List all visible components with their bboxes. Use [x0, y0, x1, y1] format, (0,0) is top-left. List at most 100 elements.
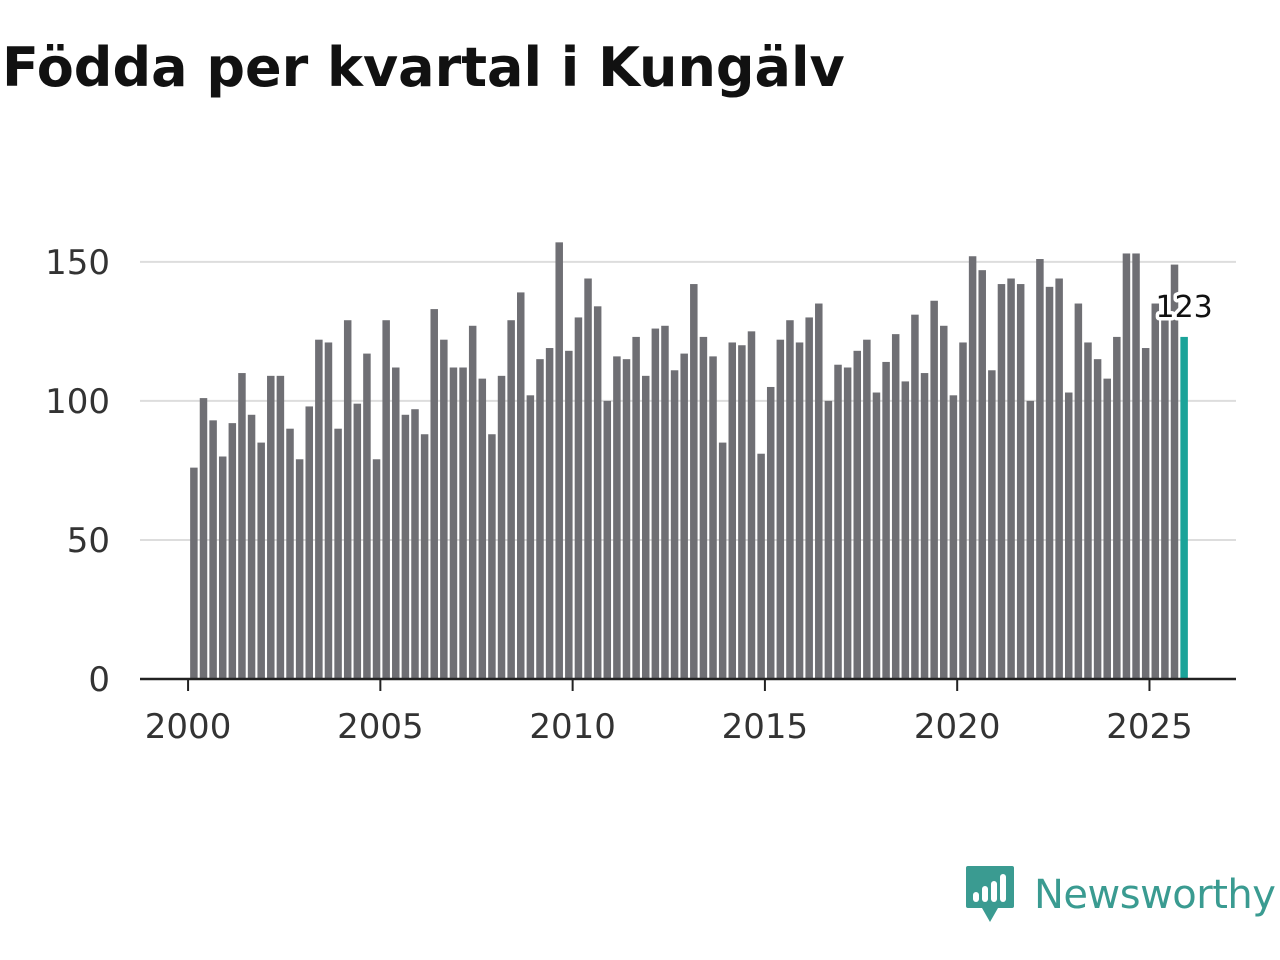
bar	[392, 367, 400, 679]
bar	[776, 339, 785, 679]
bar	[526, 395, 535, 679]
bar	[1161, 317, 1169, 679]
bar	[1016, 284, 1025, 679]
bar	[670, 370, 679, 679]
bar	[853, 350, 861, 679]
bar	[440, 339, 448, 679]
bar	[1074, 303, 1083, 679]
bar	[555, 242, 563, 679]
bar	[690, 284, 698, 679]
bar	[843, 367, 852, 679]
x-tick-label-2005: 2005	[337, 707, 424, 747]
x-tick-label-2015: 2015	[722, 707, 809, 747]
bar	[420, 434, 429, 679]
bar	[468, 325, 477, 679]
bar	[718, 442, 727, 679]
bar	[863, 339, 871, 679]
y-tick-label-0: 0	[88, 660, 110, 700]
bar	[661, 325, 669, 679]
bar	[949, 395, 958, 679]
bar	[401, 414, 410, 679]
bar	[641, 375, 650, 679]
bar	[315, 339, 323, 679]
bar	[286, 428, 294, 679]
brand-name: Newsworthy	[1034, 872, 1276, 918]
bar	[363, 353, 371, 679]
bar	[372, 459, 381, 679]
bar	[824, 400, 833, 680]
bar	[411, 409, 419, 679]
bar	[795, 342, 804, 679]
bar	[891, 334, 900, 680]
bar	[449, 367, 458, 679]
bar	[324, 342, 333, 679]
bar	[507, 320, 515, 679]
x-tick-label-2000: 2000	[145, 707, 232, 747]
gridlines	[140, 260, 1236, 541]
bar	[1132, 253, 1140, 679]
bar	[1093, 359, 1102, 679]
brand-logo-block: Newsworthy	[964, 864, 1276, 926]
bar	[593, 306, 602, 679]
bar	[430, 309, 438, 679]
bar	[968, 256, 977, 679]
bar	[747, 331, 756, 679]
bar	[1084, 342, 1092, 679]
bar	[978, 270, 986, 679]
bar	[1036, 259, 1044, 679]
bar	[584, 278, 592, 679]
bar	[613, 356, 621, 680]
bar	[218, 456, 227, 679]
bar	[536, 359, 544, 679]
newsworthy-logo-icon	[966, 866, 1014, 922]
bar	[305, 406, 313, 679]
bar	[699, 336, 708, 679]
bar	[574, 317, 583, 679]
bar	[940, 325, 948, 679]
bar	[228, 423, 237, 680]
bar	[459, 367, 467, 679]
bar	[834, 364, 842, 679]
bar	[247, 414, 256, 679]
bar	[738, 345, 746, 679]
bar	[276, 375, 285, 679]
bar	[632, 336, 640, 679]
bar	[257, 442, 265, 679]
x-axis-ticks: 2000 2005 2010 2015 2020 2025	[145, 679, 1193, 747]
chart-title: Födda per kvartal i Kungälv	[2, 36, 845, 99]
bar	[911, 314, 919, 679]
value-labels: 123	[1152, 286, 1216, 328]
bar	[1026, 400, 1035, 680]
bar	[334, 428, 342, 679]
bar	[766, 386, 775, 679]
bar	[1065, 392, 1073, 679]
bar	[565, 350, 573, 679]
bar	[199, 398, 208, 679]
bar	[997, 284, 1006, 679]
bar	[901, 381, 910, 679]
y-axis-labels: 0 50 100 150	[45, 243, 110, 700]
bar	[709, 356, 717, 680]
bar	[786, 320, 794, 679]
bar	[651, 328, 660, 679]
bar	[209, 420, 217, 679]
bar	[815, 303, 823, 679]
bar	[728, 342, 737, 679]
bar	[930, 300, 938, 679]
bar	[1045, 286, 1054, 679]
bar	[190, 467, 198, 680]
x-tick-label-2010: 2010	[529, 707, 616, 747]
bar	[545, 348, 554, 679]
bar	[988, 370, 996, 679]
x-tick-label-2020: 2020	[914, 707, 1001, 747]
bar	[517, 292, 525, 679]
y-tick-label-50: 50	[67, 521, 110, 561]
y-tick-label-150: 150	[45, 243, 110, 283]
bar	[1141, 348, 1150, 679]
bar	[478, 378, 487, 680]
bars	[190, 242, 1188, 680]
bar	[882, 361, 890, 679]
bar	[353, 403, 362, 679]
bar	[920, 373, 929, 679]
